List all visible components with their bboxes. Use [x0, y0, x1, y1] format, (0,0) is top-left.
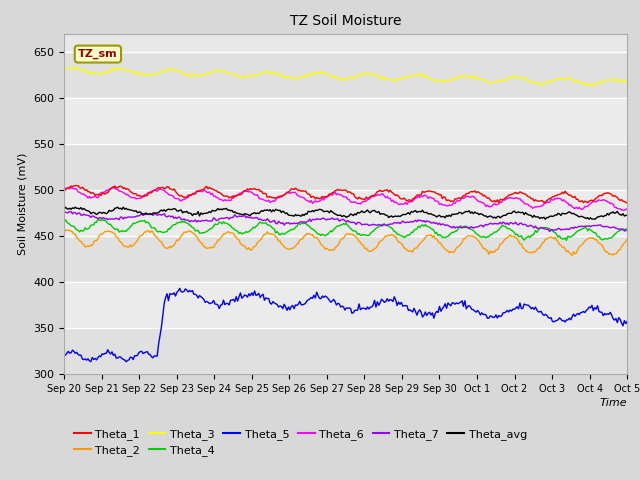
Theta_avg	[285, 212, 292, 218]
Theta_5	[129, 357, 137, 362]
Theta_2	[245, 245, 253, 251]
Theta_3	[468, 73, 476, 79]
Theta_5	[176, 286, 184, 291]
Theta_4	[623, 227, 631, 232]
Theta_avg	[623, 212, 631, 218]
Bar	[64, 328, 627, 374]
Theta_3	[129, 70, 137, 76]
Theta_1	[60, 189, 68, 194]
Theta_3	[60, 66, 68, 72]
Theta_2	[468, 233, 476, 239]
Theta_4	[563, 238, 570, 243]
Theta_2	[129, 242, 137, 248]
Theta_avg	[468, 209, 476, 215]
Theta_2	[416, 241, 424, 247]
Theta_avg	[541, 216, 549, 222]
Theta_7	[471, 225, 479, 230]
Theta_2	[63, 227, 70, 233]
Theta_6	[468, 193, 476, 199]
Bar	[64, 236, 627, 282]
Bar	[64, 98, 627, 144]
Theta_3	[73, 64, 81, 70]
Theta_2	[568, 253, 576, 259]
Text: Time: Time	[600, 398, 627, 408]
Theta_3	[285, 74, 292, 80]
Theta_7	[245, 215, 253, 221]
Theta_7	[468, 224, 476, 230]
Theta_3	[471, 73, 479, 79]
Line: Theta_4: Theta_4	[64, 219, 627, 240]
Theta_1	[73, 182, 81, 188]
Line: Theta_2: Theta_2	[64, 230, 627, 256]
Theta_4	[416, 225, 424, 230]
Title: TZ Soil Moisture: TZ Soil Moisture	[290, 14, 401, 28]
Theta_4	[468, 227, 476, 233]
Theta_5	[246, 293, 254, 299]
Theta_2	[471, 235, 479, 240]
Theta_7	[546, 228, 554, 234]
Theta_2	[60, 228, 68, 233]
Theta_1	[129, 191, 137, 196]
Theta_5	[472, 309, 480, 315]
Theta_1	[471, 188, 479, 193]
Theta_6	[60, 186, 68, 192]
Theta_4	[99, 216, 106, 222]
Line: Theta_avg: Theta_avg	[64, 207, 627, 219]
Theta_2	[285, 246, 292, 252]
Theta_4	[245, 228, 253, 234]
Line: Theta_3: Theta_3	[64, 67, 627, 85]
Bar	[64, 190, 627, 236]
Theta_avg	[129, 208, 137, 214]
Theta_1	[285, 189, 292, 195]
Theta_1	[416, 192, 424, 198]
Theta_6	[618, 207, 625, 213]
Theta_5	[623, 318, 631, 324]
Theta_1	[245, 187, 253, 193]
Theta_7	[66, 208, 74, 214]
Theta_7	[129, 214, 137, 220]
Theta_6	[245, 189, 253, 195]
Theta_6	[623, 206, 631, 212]
Theta_avg	[471, 209, 479, 215]
Theta_1	[468, 189, 476, 194]
Theta_3	[416, 72, 424, 78]
Theta_5	[417, 309, 425, 315]
Theta_4	[471, 229, 479, 235]
Theta_5	[122, 359, 130, 365]
Theta_7	[416, 218, 424, 224]
Theta_1	[623, 200, 631, 206]
Bar	[64, 282, 627, 328]
Theta_7	[623, 227, 631, 233]
Theta_6	[109, 184, 117, 190]
Theta_5	[60, 352, 68, 358]
Theta_6	[285, 190, 292, 195]
Theta_6	[471, 195, 479, 201]
Theta_avg	[72, 204, 79, 210]
Theta_6	[416, 195, 424, 201]
Theta_3	[623, 80, 631, 86]
Line: Theta_1: Theta_1	[64, 185, 627, 203]
Theta_4	[60, 217, 68, 223]
Theta_5	[470, 307, 477, 312]
Theta_5	[286, 307, 294, 313]
Theta_7	[285, 220, 292, 226]
Theta_6	[129, 195, 137, 201]
Line: Theta_5: Theta_5	[64, 288, 627, 362]
Theta_7	[60, 210, 68, 216]
Line: Theta_7: Theta_7	[64, 211, 627, 231]
Line: Theta_6: Theta_6	[64, 187, 627, 210]
Theta_avg	[245, 212, 253, 218]
Theta_4	[129, 220, 137, 226]
Y-axis label: Soil Moisture (mV): Soil Moisture (mV)	[17, 153, 28, 255]
Theta_4	[285, 228, 292, 234]
Theta_avg	[60, 206, 68, 212]
Bar	[64, 52, 627, 98]
Theta_2	[623, 237, 631, 242]
Legend: Theta_1, Theta_2, Theta_3, Theta_4, Theta_5, Theta_6, Theta_7, Theta_avg: Theta_1, Theta_2, Theta_3, Theta_4, Thet…	[70, 424, 531, 460]
Theta_avg	[416, 208, 424, 214]
Bar	[64, 144, 627, 190]
Theta_3	[245, 73, 253, 79]
Text: TZ_sm: TZ_sm	[78, 49, 118, 59]
Theta_3	[539, 83, 547, 88]
